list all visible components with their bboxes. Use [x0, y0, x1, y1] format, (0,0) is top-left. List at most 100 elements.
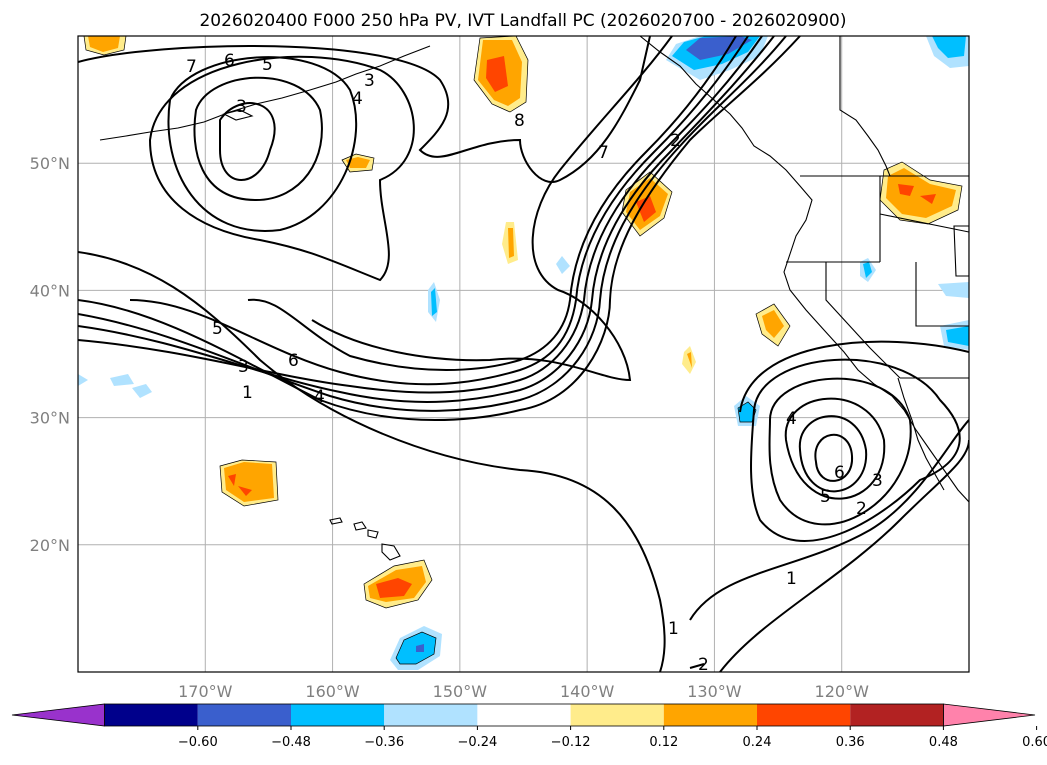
ivt-strong-core	[238, 486, 252, 496]
pv-label: 5	[262, 55, 273, 75]
pv-label: 2	[670, 131, 681, 151]
pv-contour-north	[78, 36, 651, 183]
map-area: 7 6 5 3 4 3 8 7 2 5 6 3 4 1 4 6 5 3 2 1 …	[78, 36, 969, 675]
ivt-positive-core	[687, 352, 692, 368]
lon-tick-label: 160°W	[305, 682, 360, 701]
ivt-negative-core	[738, 402, 756, 422]
ivt-strong-core	[636, 196, 656, 222]
pv-contours	[78, 36, 969, 672]
ivt-positive-core	[886, 168, 956, 218]
ivt-negative-patch	[132, 384, 152, 398]
pv-contour	[311, 36, 673, 382]
pv-label: 1	[786, 569, 797, 589]
ivt-outline	[219, 459, 279, 507]
pv-label: 3	[236, 97, 247, 117]
pv-contour-labels: 7 6 5 3 4 3 8 7 2 5 6 3 4 1 4 6 5 3 2 1 …	[186, 51, 883, 675]
pv-label: 7	[598, 143, 609, 163]
pv-low-contour	[768, 377, 912, 526]
colorbar-swatch	[757, 704, 851, 726]
colorbar-swatch	[477, 704, 571, 726]
pv-contour	[689, 419, 969, 621]
hawaii-island	[329, 517, 343, 525]
pv-label: 1	[668, 619, 679, 639]
lat-tick-label: 30°N	[30, 409, 70, 428]
colorbar-swatch	[291, 704, 385, 726]
ivt-positive-core	[508, 228, 514, 258]
ivt-positive-core	[762, 310, 784, 338]
hawaii-island	[353, 521, 367, 531]
pv-label: 5	[212, 319, 223, 339]
pv-label: 4	[314, 387, 325, 407]
aleutian-islands	[99, 45, 431, 141]
pv-low-contour	[167, 56, 358, 232]
pv-contour	[78, 36, 763, 394]
longitude-labels: 170°W 160°W 150°W 140°W 130°W 120°W	[178, 682, 869, 701]
pv-label: 7	[186, 57, 197, 77]
colorbar-swatch	[663, 704, 757, 726]
colorbar-swatch	[570, 704, 664, 726]
lat-tick-label: 20°N	[30, 536, 70, 555]
ivt-outline	[83, 36, 127, 56]
lon-tick-label: 150°W	[433, 682, 488, 701]
pv-label: 6	[288, 351, 299, 371]
colorbar-extend-high	[943, 703, 1036, 727]
plot-title: 2026020400 F000 250 hPa PV, IVT Landfall…	[199, 11, 846, 31]
ivt-negative-patch	[110, 374, 134, 386]
colorbar-tick-label: −0.36	[364, 735, 404, 750]
colorbar-tick-label: −0.24	[457, 735, 497, 750]
pv-label: 3	[872, 471, 883, 491]
ivt-strong-core	[920, 194, 936, 204]
ivt-negative-core	[863, 262, 872, 278]
colorbar-swatch	[850, 704, 944, 726]
colorbar-tick-label: 0.36	[836, 735, 865, 750]
pv-contour-1-west	[78, 251, 666, 672]
ivt-outline	[473, 36, 529, 113]
ivt-outline	[363, 559, 433, 609]
ivt-pc-shading	[78, 36, 969, 670]
pv-label: 3	[364, 71, 375, 91]
hawaii-island	[381, 543, 401, 561]
pv-label: 8	[514, 111, 525, 131]
colorbar-tick-label: 0.48	[929, 735, 958, 750]
map-background	[78, 36, 969, 672]
state-border	[953, 225, 969, 277]
ivt-negative-core	[946, 326, 969, 346]
lon-tick-label: 120°W	[815, 682, 870, 701]
lon-tick-label: 170°W	[178, 682, 233, 701]
ivt-outline	[879, 161, 963, 225]
lat-tick-label: 50°N	[30, 154, 70, 173]
pv-label: 3	[238, 357, 249, 377]
coastlines	[99, 36, 969, 561]
ivt-outline	[395, 631, 437, 665]
pv-label: 2	[698, 655, 709, 675]
baja-gulf-coast	[897, 377, 945, 491]
pv-label: 1	[242, 383, 253, 403]
pv-low-contour	[193, 76, 323, 202]
colorbar-swatch	[384, 704, 478, 726]
pv-label: 2	[856, 499, 867, 519]
pv-contour	[78, 36, 801, 421]
colorbar-tick-label: 0.60	[1022, 735, 1047, 750]
gridlines	[78, 36, 969, 672]
ivt-outline	[341, 153, 375, 173]
pv-low-contour	[219, 102, 276, 181]
pv-low-contour	[814, 433, 854, 482]
ivt-strong-core	[376, 578, 412, 598]
pv-contour	[719, 439, 969, 672]
ivt-positive-core	[346, 157, 370, 168]
colorbar-swatch	[197, 704, 291, 726]
colorbar-tick-label: −0.60	[178, 735, 218, 750]
colorbar-swatch	[104, 704, 198, 726]
state-border	[825, 262, 901, 379]
ivt-positive-patch	[682, 346, 696, 374]
ivt-negative-core	[932, 36, 966, 58]
lon-tick-label: 130°W	[687, 682, 742, 701]
lat-tick-label: 40°N	[30, 281, 70, 300]
colorbar: −0.60 −0.48 −0.36 −0.24 −0.12 0.12 0.24 0.36 0.4…	[11, 703, 1047, 750]
ivt-strong-negative	[686, 36, 752, 60]
ivt-positive-core	[88, 36, 120, 52]
pv-label: 4	[352, 89, 363, 109]
colorbar-tick-label: −0.48	[271, 735, 311, 750]
pv-contour	[689, 663, 705, 669]
ivt-negative-core	[431, 288, 437, 316]
